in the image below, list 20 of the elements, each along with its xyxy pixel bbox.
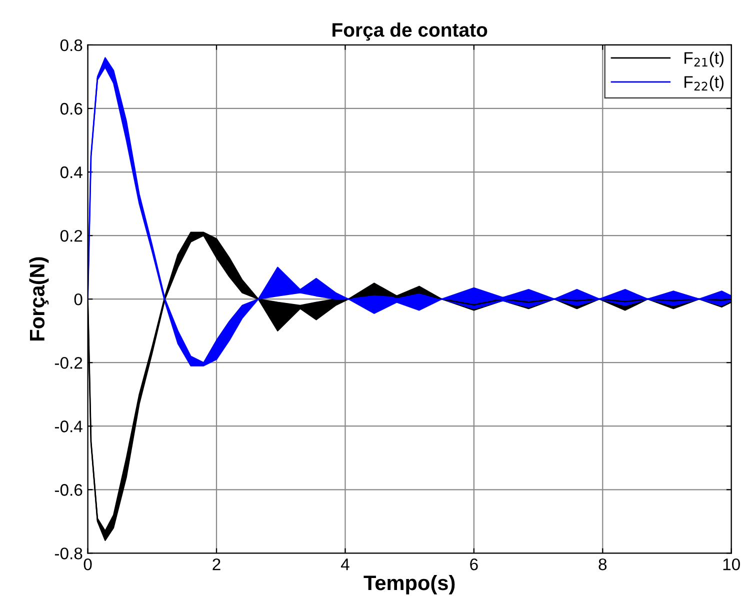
y-tick-label: -0.4: [54, 420, 82, 432]
y-tick-label: -0.8: [54, 548, 82, 560]
x-tick-label: 0: [84, 558, 92, 570]
x-tick-label: 10: [723, 558, 740, 570]
y-tick-label: -0.2: [54, 356, 82, 369]
y-tick-label: 0.4: [60, 166, 82, 178]
y-tick-label: 0: [74, 293, 82, 306]
chart-title: Força de contato: [332, 22, 488, 41]
y-tick-label: 0.8: [60, 39, 82, 52]
legend-label: F$_{22}$(t): [684, 76, 724, 92]
x-tick-label: 8: [598, 558, 607, 570]
legend-label: F$_{21}$(t): [684, 52, 724, 68]
x-tick-label: 6: [470, 558, 478, 570]
y-tick-label: 0.2: [60, 230, 82, 242]
y-tick-label: 0.6: [60, 102, 82, 115]
x-axis-title: Tempo(s): [364, 574, 455, 594]
x-tick-label: 4: [340, 558, 350, 570]
y-tick-label: -0.6: [54, 484, 82, 496]
x-tick-label: 2: [212, 558, 220, 570]
y-axis-title: Força(N): [29, 257, 49, 340]
